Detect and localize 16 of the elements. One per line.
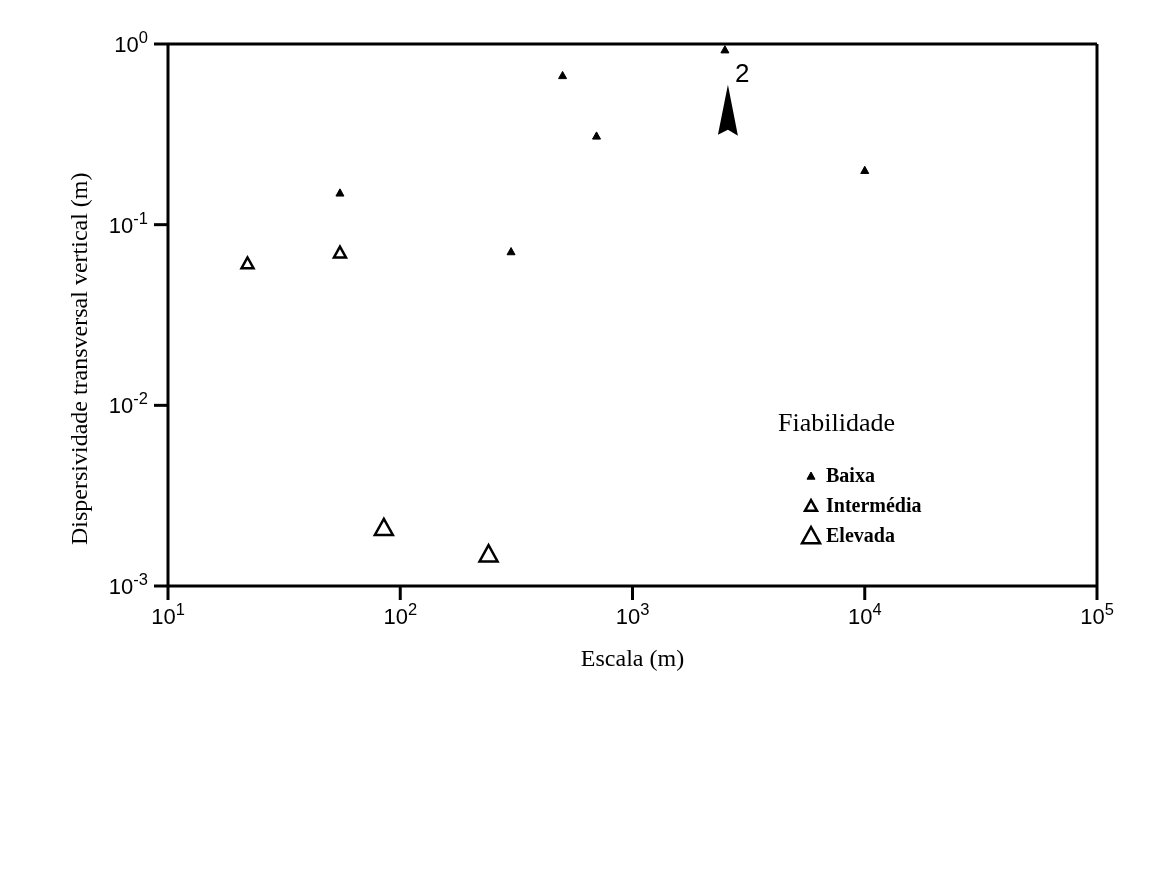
x-tick-label: 10$^{3}$: [615, 600, 650, 629]
x-axis-title: Escala (m): [580, 645, 685, 671]
annotation: 2: [734, 57, 750, 88]
legend-label: Intermédia: [826, 493, 922, 517]
legend-title: Fiabilidade: [778, 408, 896, 438]
legend-label: Baixa: [826, 463, 875, 487]
y-tick-label: 10$^{-3}$: [108, 570, 148, 599]
x-tick-label: 10$^{5}$: [1080, 600, 1114, 629]
y-tick-label: 10$^{-2}$: [108, 389, 148, 419]
y-tick-label: 10$^{0}$: [114, 28, 148, 57]
x-tick-label: 10$^{4}$: [847, 600, 882, 629]
x-tick-label: 10$^{1}$: [151, 600, 185, 629]
x-tick-label: 10$^{2}$: [383, 600, 418, 629]
y-axis-title: Dispersividade transversal vertical (m): [65, 172, 92, 545]
legend-label: Elevada: [826, 523, 895, 547]
y-tick-label: 10$^{-1}$: [108, 208, 148, 238]
